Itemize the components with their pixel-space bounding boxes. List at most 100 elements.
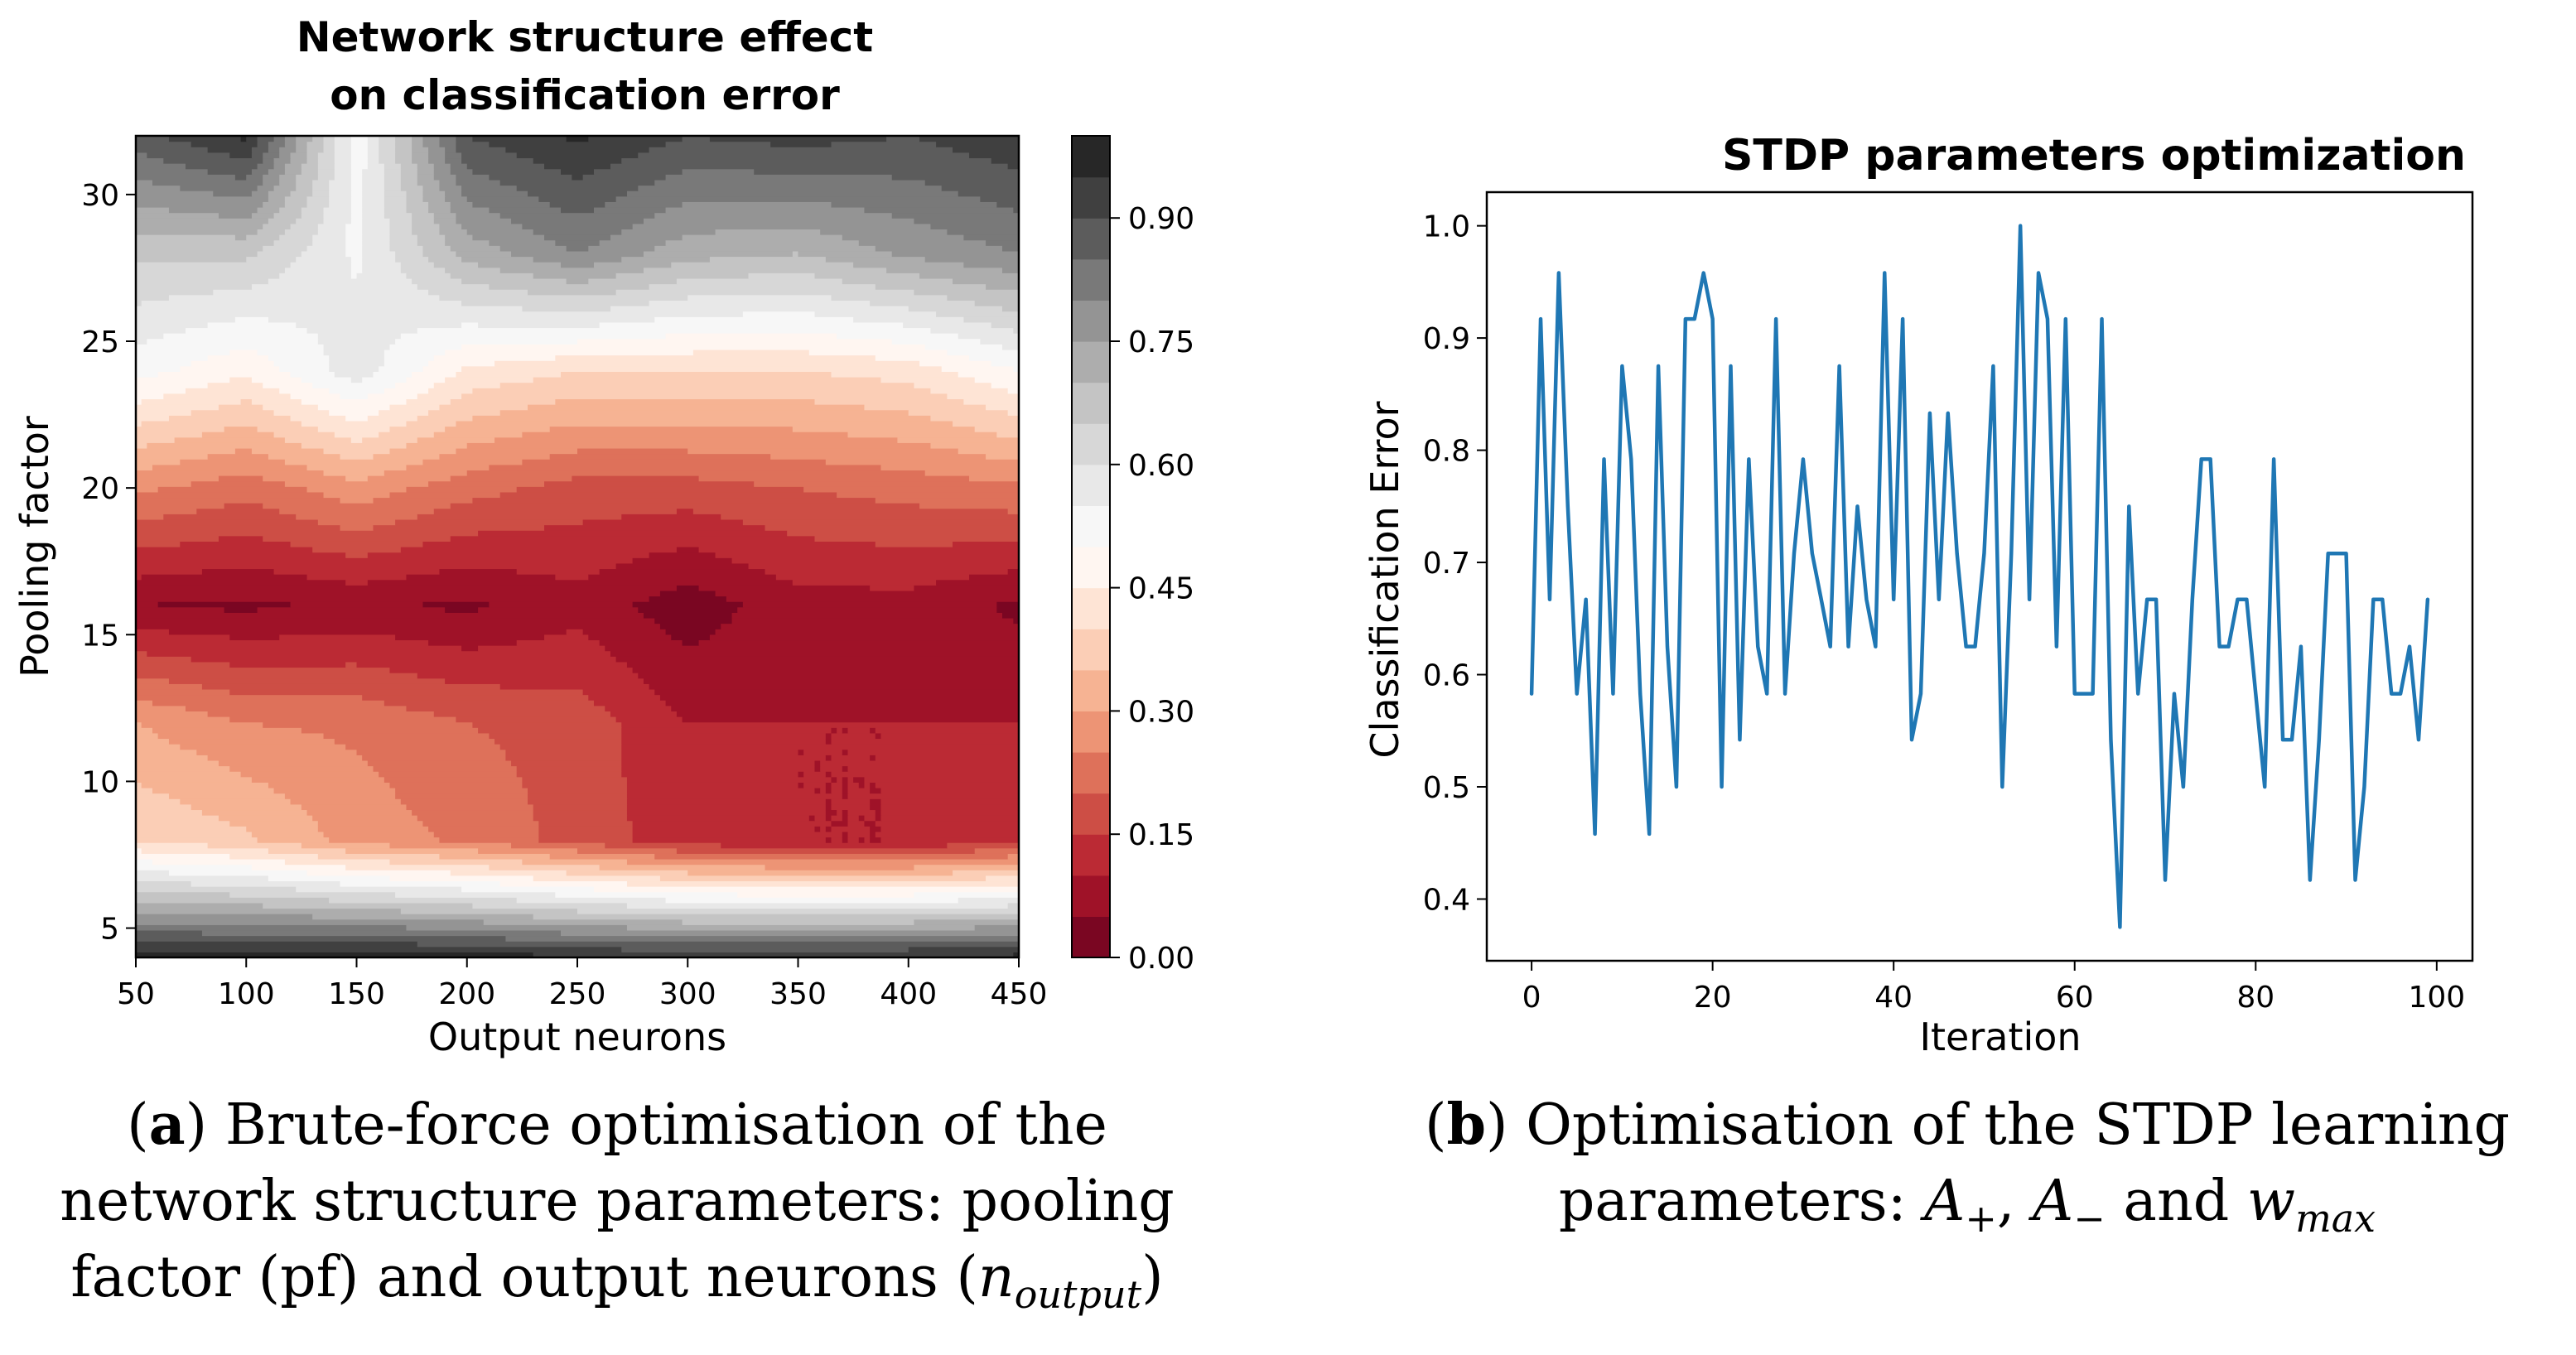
contour-band-cell bbox=[412, 147, 429, 153]
contour-band-cell bbox=[886, 136, 920, 142]
contour-band-cell bbox=[456, 147, 506, 153]
caption-a-line3: factor (pf) and output neurons (noutput) bbox=[0, 1240, 1234, 1316]
contour-band-cell bbox=[350, 267, 363, 273]
contour-band-cell bbox=[251, 831, 325, 838]
contour-band-cell bbox=[831, 732, 876, 740]
contour-band-cell bbox=[290, 415, 346, 422]
contour-band-cell bbox=[306, 195, 330, 202]
contour-band-cell bbox=[373, 524, 545, 531]
contour-band-cell bbox=[136, 596, 650, 602]
contour-band-cell bbox=[273, 432, 335, 438]
colorbar-frame bbox=[1071, 135, 1111, 958]
colorbar-tick-label: 0.90 bbox=[1128, 202, 1194, 236]
contour-band-cell bbox=[136, 700, 153, 706]
contour-band-cell bbox=[136, 935, 506, 942]
contour-band-cell bbox=[279, 234, 313, 241]
contour-band-cell bbox=[201, 432, 275, 438]
contour-band-cell bbox=[593, 262, 672, 268]
contour-band-cell bbox=[422, 541, 876, 547]
contour-band-cell bbox=[201, 929, 562, 937]
contour-band-cell bbox=[136, 552, 346, 558]
contour-band-cell bbox=[831, 820, 849, 827]
contour-band-cell bbox=[279, 634, 396, 641]
contour-band-cell bbox=[880, 837, 1019, 843]
contour-band-cell bbox=[1007, 853, 1019, 860]
contour-band-cell bbox=[136, 338, 147, 345]
contour-band-cell bbox=[417, 941, 1019, 948]
contour-x-tick-label: 100 bbox=[218, 977, 275, 1011]
contour-band-cell bbox=[914, 864, 1019, 870]
contour-band-cell bbox=[136, 771, 242, 778]
contour-band-cell bbox=[136, 831, 253, 838]
contour-band-cell bbox=[765, 864, 915, 870]
contour-band-cell bbox=[136, 168, 209, 175]
colorbar-band bbox=[1072, 300, 1110, 342]
contour-band-cell bbox=[263, 503, 451, 509]
contour-band-cell bbox=[136, 776, 253, 783]
contour-band-cell bbox=[450, 163, 468, 170]
contour-band-cell bbox=[549, 426, 794, 432]
contour-band-cell bbox=[528, 793, 628, 799]
contour-band-cell bbox=[858, 837, 866, 843]
contour-band-cell bbox=[136, 239, 275, 246]
contour-band-cell bbox=[323, 206, 352, 214]
contour-band-cell bbox=[329, 409, 379, 416]
contour-band-cell bbox=[875, 497, 1019, 504]
contour-band-cell bbox=[136, 815, 219, 822]
contour-band-cell bbox=[698, 475, 970, 482]
contour-band-cell bbox=[439, 453, 551, 460]
contour-band-cell bbox=[445, 190, 462, 197]
contour-band-cell bbox=[284, 195, 308, 202]
contour-band-cell bbox=[350, 141, 369, 147]
contour-band-cell bbox=[379, 147, 396, 153]
contour-band-cell bbox=[168, 415, 292, 422]
contour-band-cell bbox=[284, 793, 396, 799]
colorbar-tick-label: 0.60 bbox=[1128, 449, 1194, 483]
contour-band-cell bbox=[947, 393, 1019, 400]
contour-band-cell bbox=[632, 826, 816, 832]
contour-band-cell bbox=[831, 782, 843, 788]
contour-band-cell bbox=[234, 316, 269, 323]
contour-band-cell bbox=[136, 673, 418, 679]
contour-band-cell bbox=[356, 749, 506, 755]
contour-band-cell bbox=[991, 157, 1019, 164]
contour-band-cell bbox=[400, 168, 418, 175]
caption-b-sub-max: max bbox=[2295, 1196, 2376, 1241]
contour-band-cell bbox=[284, 201, 308, 208]
contour-band-cell bbox=[428, 201, 451, 208]
contour-band-cell bbox=[533, 809, 628, 816]
contour-band-cell bbox=[974, 426, 1019, 432]
contour-band-cell bbox=[136, 601, 159, 608]
contour-band-cell bbox=[136, 486, 159, 493]
contour-band-cell bbox=[466, 195, 539, 202]
contour-band-cell bbox=[831, 371, 959, 378]
contour-band-cell bbox=[362, 179, 385, 186]
contour-band-cell bbox=[649, 300, 871, 306]
contour-band-cell bbox=[847, 727, 871, 734]
contour-band-cell bbox=[472, 721, 622, 728]
contour-band-cell bbox=[251, 864, 346, 870]
contour-band-cell bbox=[329, 185, 352, 191]
contour-band-cell bbox=[384, 388, 429, 394]
contour-band-cell bbox=[136, 327, 186, 334]
contour-band-cell bbox=[136, 442, 147, 449]
contour-band-cell bbox=[528, 787, 628, 794]
contour-band-cell bbox=[395, 787, 528, 794]
contour-band-cell bbox=[875, 820, 1019, 827]
contour-band-cell bbox=[715, 629, 1019, 635]
contour-band-cell bbox=[676, 585, 700, 591]
contour-band-cell bbox=[499, 744, 622, 750]
contour-band-cell bbox=[136, 793, 170, 799]
caption-b-line2: parameters: A+, A− and wmax bbox=[1358, 1164, 2576, 1240]
contour-band-cell bbox=[439, 837, 539, 843]
contour-band-cell bbox=[886, 267, 1003, 273]
contour-band-cell bbox=[875, 727, 1019, 734]
line-y-tick-label: 0.9 bbox=[1423, 322, 1470, 356]
contour-band-cell bbox=[472, 902, 628, 909]
contour-band-cell bbox=[875, 245, 1003, 252]
contour-band-cell bbox=[450, 398, 556, 405]
contour-band-cell bbox=[389, 491, 501, 499]
contour-band-cell bbox=[384, 700, 595, 706]
contour-band-cell bbox=[136, 277, 269, 285]
contour-band-cell bbox=[136, 306, 523, 312]
